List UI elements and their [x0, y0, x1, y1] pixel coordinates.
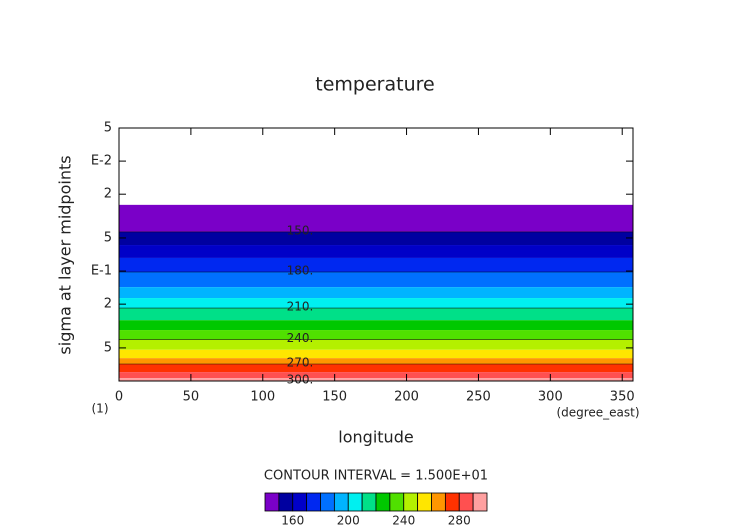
x-tick-label: 0 — [115, 390, 123, 405]
colorbar-tick-label: 280 — [448, 514, 471, 528]
x-tick-label: 100 — [250, 390, 275, 405]
colorbar-cell — [375, 492, 391, 512]
y-tick-label: 2 — [104, 187, 112, 202]
x-tick-label: 50 — [183, 390, 200, 405]
contour-label: 150. — [287, 223, 314, 237]
contour-label: 300. — [287, 373, 314, 387]
colorbar-cell — [292, 492, 308, 512]
colorbar-tick-label: 200 — [337, 514, 360, 528]
contour-band — [119, 372, 633, 379]
colorbar-cell — [333, 492, 349, 512]
contour-interval: CONTOUR INTERVAL = 1.500E+01 — [264, 469, 488, 484]
contour-band — [119, 330, 633, 340]
colorbar-cell — [458, 492, 474, 512]
y-tick-label: E-1 — [91, 264, 112, 279]
contour-label: 210. — [287, 300, 314, 314]
contour-band — [119, 204, 633, 232]
contour-label: 240. — [287, 331, 314, 345]
colorbar-cell — [431, 492, 446, 512]
colorbar-cell — [403, 492, 419, 512]
colorbar-tick-label: 160 — [281, 514, 304, 528]
colorbar-cell — [444, 492, 460, 512]
contour-band — [119, 245, 633, 258]
x-tick-label: 150 — [322, 390, 347, 405]
x-tick-label: 350 — [610, 390, 635, 405]
colorbar-cell — [389, 492, 405, 512]
contour-band — [119, 378, 633, 381]
contour-band — [119, 271, 633, 288]
contour-band — [119, 320, 633, 331]
y-tick-label: E-2 — [91, 154, 112, 169]
y-tick-label: 5 — [104, 121, 112, 136]
plot-frame — [118, 127, 634, 382]
contour-band — [119, 363, 633, 373]
contour-band — [119, 358, 633, 364]
chart-title: temperature — [315, 74, 434, 96]
contour-band — [119, 339, 633, 350]
x-tick-label: 200 — [394, 390, 419, 405]
colorbar-cell — [264, 492, 280, 512]
y-tick-label: 2 — [104, 297, 112, 312]
x-tick-label: 300 — [538, 390, 563, 405]
y-axis-label: sigma at layer midpoints — [56, 155, 75, 354]
colorbar-cell — [472, 492, 488, 512]
contour-label: 180. — [287, 263, 314, 277]
contour-label: 270. — [287, 355, 314, 369]
y-unit: (1) — [92, 402, 109, 416]
colorbar-cell — [320, 492, 335, 512]
colorbar-tick-label: 240 — [392, 514, 415, 528]
contour-band — [119, 231, 633, 246]
y-tick-label: 5 — [104, 230, 112, 245]
x-tick-label: 250 — [466, 390, 491, 405]
contour-band — [119, 298, 633, 309]
contour-band — [119, 308, 633, 321]
x-unit: (degree_east) — [556, 406, 639, 420]
colorbar-cell — [361, 492, 377, 512]
y-tick-label: 5 — [104, 340, 112, 355]
colorbar-cell — [278, 492, 294, 512]
contour-band — [119, 257, 633, 272]
contour-band — [119, 287, 633, 299]
colorbar-cell — [347, 492, 363, 512]
x-axis-label: longitude — [338, 428, 413, 447]
colorbar-cell — [417, 492, 432, 512]
colorbar-cell — [306, 492, 321, 512]
contour-band — [119, 349, 633, 359]
